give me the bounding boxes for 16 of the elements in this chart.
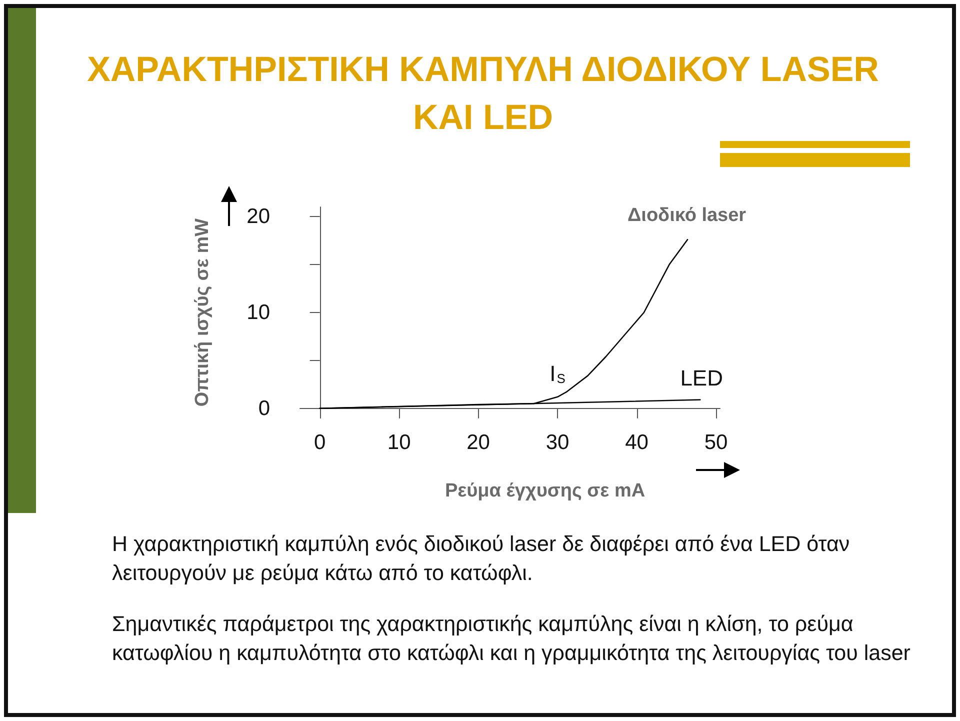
text: Σημαντικές παράμετροι της χαρακτηριστικής καμπύλης είναι η κλίση, το ρεύμα κατωφλίου η καμπυλότητα στο κατώφλι και η γραμμικότητα της λειτουργίας του laser bbox=[112, 611, 912, 667]
x-tick-label: 50 bbox=[704, 431, 728, 454]
x-tick-label: 40 bbox=[625, 431, 648, 454]
y-tick-label: 20 bbox=[246, 205, 270, 228]
x-axis-title: Ρεύμα έγχυσης σε mA bbox=[444, 480, 646, 502]
chart-title: ΧΑΡΑΚΤΗΡΙΣΤΙΚΗ ΚΑΜΠΥΛΗ ΔΙΟΔΙΚΟΥ LASER ΚΑΙ LED bbox=[86, 49, 880, 139]
series-label: LED bbox=[680, 365, 723, 390]
y-tick-label: 0 bbox=[258, 396, 270, 420]
text: Η χαρακτηριστική καμπύλη ενός διοδικού laser δε διαφέρει από ένα LED όταν λειτουργούν με ρεύμα κάτω από το κατώφλι. bbox=[112, 531, 851, 587]
x-tick-label: 20 bbox=[466, 431, 490, 454]
y-axis-title: Οπτική ισχύς σε mW bbox=[192, 218, 213, 407]
x-tick-label: 10 bbox=[387, 431, 411, 454]
x-tick-label: 30 bbox=[546, 431, 570, 454]
y-tick-label: 10 bbox=[246, 301, 270, 324]
x-tick-label: 0 bbox=[314, 431, 326, 454]
series-label: Διοδικό laser bbox=[628, 205, 747, 226]
